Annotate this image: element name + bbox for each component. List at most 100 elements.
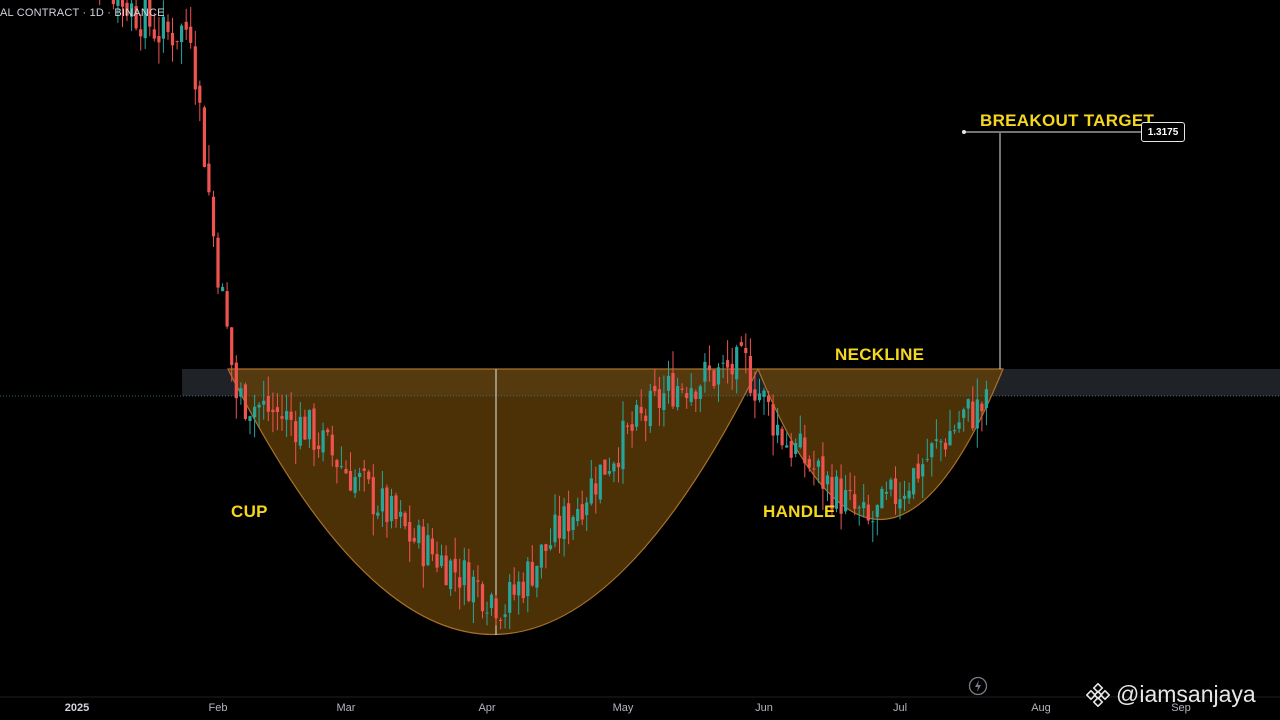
candle-body <box>239 388 243 397</box>
candle-body <box>657 389 661 408</box>
candle-body <box>925 458 929 460</box>
candle-body <box>612 463 616 472</box>
candle-body <box>517 581 521 596</box>
candle-body <box>939 441 943 443</box>
candle-body <box>848 490 852 491</box>
candle-body <box>639 407 643 414</box>
candle-body <box>603 459 607 475</box>
candle-body <box>535 565 539 588</box>
candle-body <box>757 393 762 401</box>
candle-body <box>485 612 489 614</box>
candle-body <box>285 411 289 420</box>
candle-body <box>358 472 362 477</box>
candle-body <box>184 21 188 30</box>
candle-body <box>248 416 252 421</box>
breakout-target-label: BREAKOUT TARGET <box>980 111 1155 130</box>
candle-body <box>589 478 593 504</box>
candle-body <box>170 32 175 46</box>
candle-body <box>262 400 266 405</box>
x-tick-label: Jul <box>892 702 908 714</box>
candle-body <box>289 411 293 420</box>
candle-body <box>875 505 879 517</box>
candle-body <box>330 434 334 456</box>
candle-body <box>148 0 152 27</box>
candle-body <box>449 560 453 590</box>
neckline-label: NECKLINE <box>835 345 925 364</box>
candle-body <box>348 471 353 491</box>
candle-body <box>303 416 307 440</box>
candle-body <box>139 29 143 37</box>
candle-body <box>780 428 784 446</box>
watermark-handle: @iamsanjaya <box>1116 681 1256 707</box>
candle-body <box>166 21 170 32</box>
candle-body <box>957 422 961 429</box>
candle-body <box>189 26 193 43</box>
candle-body <box>494 598 498 619</box>
x-tick-label: May <box>612 702 634 714</box>
candle-body <box>380 488 384 512</box>
candle-body <box>830 477 834 510</box>
candle-body <box>458 577 462 588</box>
candle-body <box>671 373 675 407</box>
candle-body <box>930 443 934 458</box>
candle-body <box>739 342 743 346</box>
candle-body <box>580 504 584 520</box>
x-tick-label: Jun <box>755 702 773 714</box>
candle-body <box>621 420 625 470</box>
candle-body <box>275 407 279 412</box>
candle-body <box>984 389 988 408</box>
candle-body <box>766 395 771 403</box>
x-tick-label: Mar <box>336 702 356 714</box>
candle-body <box>439 555 444 566</box>
candle-body <box>707 365 711 371</box>
candle-body <box>907 490 911 499</box>
candle-body <box>211 196 216 237</box>
watermark: @iamsanjaya <box>1086 681 1256 708</box>
candle-body <box>625 425 630 427</box>
x-tick-label: 2025 <box>64 702 90 714</box>
candle-body <box>716 367 721 385</box>
candle-body <box>539 544 543 568</box>
candle-body <box>594 483 598 495</box>
candle-body <box>462 560 466 586</box>
candle-body <box>399 511 403 517</box>
candle-body <box>794 443 798 454</box>
candle-body <box>426 535 430 566</box>
candle-body <box>335 460 339 468</box>
candle-body <box>653 385 657 392</box>
candle-body <box>853 494 857 509</box>
candle-body <box>898 499 902 509</box>
candle-body <box>962 409 966 418</box>
candle-body <box>807 459 811 468</box>
candle-body <box>294 421 298 443</box>
candle-body <box>453 558 457 573</box>
x-tick-label: Apr <box>478 702 496 714</box>
candle-body <box>980 403 984 412</box>
candle-body <box>476 580 480 582</box>
candle-body <box>735 346 739 380</box>
candle-body <box>630 424 634 431</box>
lightning-icon[interactable] <box>968 676 988 696</box>
candle-body <box>880 488 884 509</box>
candle-body <box>585 502 589 516</box>
cup-label: CUP <box>231 502 268 521</box>
candle-body <box>694 391 698 400</box>
candle-body <box>948 431 952 446</box>
candle-body <box>435 554 439 568</box>
candle-body <box>175 40 179 42</box>
candle-body <box>644 415 648 422</box>
cup-shape <box>227 368 759 636</box>
candle-body <box>862 502 866 509</box>
candle-body <box>557 515 562 539</box>
candle-body <box>394 495 398 520</box>
candle-body <box>125 2 129 16</box>
candle-body <box>567 503 571 532</box>
candle-body <box>362 468 366 471</box>
candle-body <box>676 386 680 408</box>
candle-body <box>216 237 220 288</box>
candle-body <box>916 463 920 479</box>
candle-body <box>339 466 343 468</box>
candle-body <box>966 399 970 409</box>
candle-body <box>243 384 247 419</box>
